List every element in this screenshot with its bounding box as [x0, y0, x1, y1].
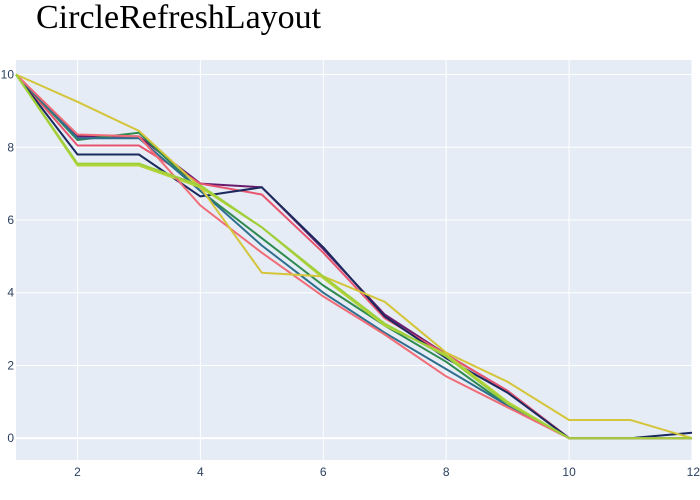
y-tick-label: 0	[7, 431, 14, 445]
x-tick-label: 2	[74, 465, 81, 479]
y-tick-label: 2	[7, 358, 14, 372]
y-axis-ticks: 0 2 4 6 8 10	[1, 68, 15, 446]
y-tick-label: 8	[7, 140, 14, 154]
x-tick-label: 10	[562, 465, 576, 479]
chart-title: CircleRefreshLayout	[36, 0, 322, 36]
y-tick-label: 4	[7, 286, 14, 300]
series-line-8	[15, 73, 693, 440]
x-tick-label: 12	[687, 465, 700, 479]
series-line-9	[15, 73, 692, 440]
x-tick-label: 6	[320, 465, 327, 479]
x-tick-label: 4	[197, 465, 204, 479]
y-tick-label: 6	[7, 213, 14, 227]
series-layer	[15, 73, 693, 440]
y-tick-label: 10	[1, 68, 15, 82]
x-tick-label: 8	[443, 465, 450, 479]
x-gridlines	[76, 60, 693, 460]
x-axis-ticks: 2 4 6 8 10 12	[74, 465, 700, 479]
